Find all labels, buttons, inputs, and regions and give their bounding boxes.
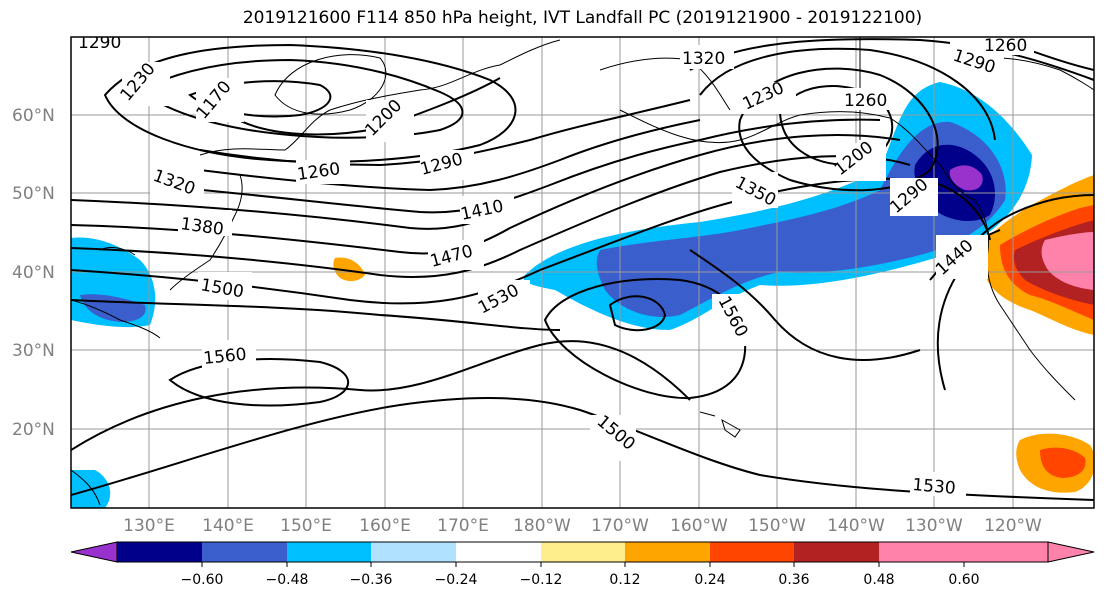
colorbar-bin	[202, 542, 287, 562]
lat-label: 20°N	[12, 420, 55, 440]
lon-label: 140°E	[202, 516, 254, 536]
colorbar-extend-low	[70, 541, 118, 563]
contour-label: 1290	[78, 33, 121, 53]
colorbar-tick-label: 0.36	[778, 572, 809, 588]
lat-label: 30°N	[12, 341, 55, 361]
contour-label: 1530	[912, 475, 957, 499]
lon-label: 150°W	[748, 516, 806, 536]
lon-label: 170°W	[591, 516, 649, 536]
colorbar-tick-label: −0.60	[181, 572, 224, 588]
lon-label: 130°E	[123, 516, 175, 536]
lon-label: 130°W	[905, 516, 963, 536]
colorbar-tick-label: 0.24	[694, 572, 725, 588]
colorbar-bin	[710, 542, 794, 562]
lon-label: 160°W	[670, 516, 728, 536]
contour-label: 1260	[984, 36, 1027, 56]
lat-label: 60°N	[12, 106, 55, 126]
colorbar-tick-label: −0.24	[435, 572, 478, 588]
lon-label: 160°E	[359, 516, 411, 536]
colorbar-tick-label: −0.48	[266, 572, 309, 588]
colorbar-bin	[879, 542, 964, 562]
ivt-positive-shading	[333, 175, 1094, 493]
lon-label: 140°W	[827, 516, 885, 536]
colorbar: −0.60 −0.48 −0.36 −0.24 −0.12 0.12 0.24 …	[70, 541, 1095, 588]
colorbar-tick-label: −0.36	[350, 572, 393, 588]
colorbar-bin	[371, 542, 456, 562]
lat-label: 50°N	[12, 184, 55, 204]
colorbar-tick-label: −0.12	[520, 572, 563, 588]
lon-label: 170°E	[437, 516, 489, 536]
lon-label: 180°W	[513, 516, 571, 536]
colorbar-tick-label: 0.48	[863, 572, 894, 588]
map-title: 2019121600 F114 850 hPa height, IVT Land…	[242, 8, 923, 28]
colorbar-bin	[794, 542, 879, 562]
colorbar-bin	[117, 542, 202, 562]
longitude-labels: 130°E 140°E 150°E 160°E 170°E 180°W 170°…	[123, 516, 1042, 536]
lon-label: 120°W	[984, 516, 1042, 536]
colorbar-tick-label: 0.60	[948, 572, 979, 588]
colorbar-bin	[625, 542, 710, 562]
contour-label: 1260	[844, 91, 887, 111]
colorbar-bin	[287, 542, 371, 562]
colorbar-bin	[541, 542, 625, 562]
lat-label: 40°N	[12, 263, 55, 283]
contour-labels: 1290 1230 1170 1200 1320 1290 1260 1230 …	[76, 33, 1034, 499]
colorbar-extend-high	[964, 542, 1094, 562]
map-frame	[70, 36, 1095, 509]
lon-label: 150°E	[280, 516, 332, 536]
contour-label: 1320	[682, 49, 725, 69]
contour-label: 1560	[202, 345, 247, 369]
colorbar-tick-label: 0.12	[609, 572, 640, 588]
latitude-labels: 60°N 50°N 40°N 30°N 20°N	[12, 106, 55, 440]
colorbar-bin	[456, 542, 541, 562]
